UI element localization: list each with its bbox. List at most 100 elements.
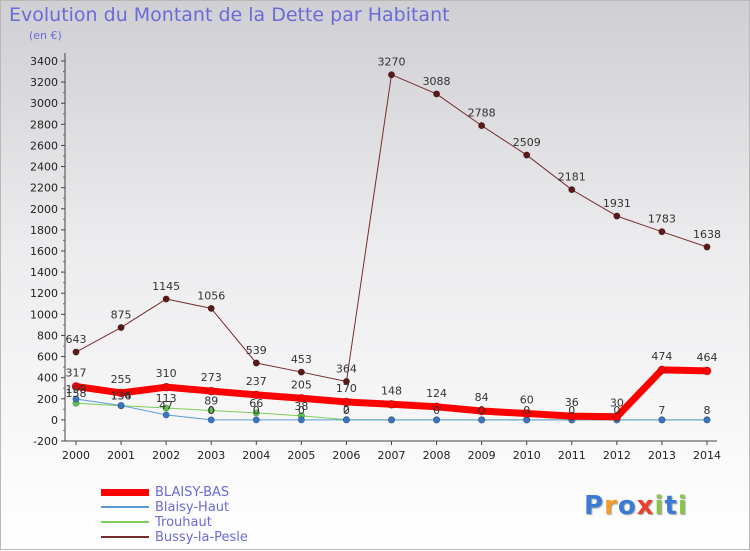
data-point	[478, 416, 486, 424]
chart-title: Evolution du Montant de la Dette par Hab…	[9, 4, 450, 26]
data-point	[703, 416, 711, 424]
data-point	[433, 416, 441, 424]
data-label: 136	[111, 390, 132, 403]
data-point	[477, 406, 486, 416]
x-tick-label: 2012	[603, 449, 631, 462]
x-tick-label: 2005	[287, 449, 315, 462]
y-tick-label: 2200	[30, 182, 58, 195]
data-label: 134	[111, 390, 132, 403]
data-label: 47	[159, 399, 173, 412]
data-label: 84	[475, 391, 489, 404]
data-label: 1931	[603, 197, 631, 210]
data-point	[657, 365, 667, 375]
y-tick-label: 400	[37, 372, 58, 385]
y-tick-label: 1000	[30, 308, 58, 321]
data-point	[658, 228, 666, 236]
data-label: 8	[704, 404, 711, 417]
data-label: 38	[294, 400, 308, 413]
data-label: 3270	[378, 56, 406, 69]
data-label: 364	[336, 362, 357, 375]
data-label: 7	[658, 404, 665, 417]
data-point	[252, 409, 260, 417]
data-point	[162, 295, 170, 303]
data-point	[162, 411, 170, 419]
data-label: 310	[156, 367, 177, 380]
data-label: 89	[204, 394, 218, 407]
x-tick-label: 2011	[558, 449, 586, 462]
data-label: 36	[565, 396, 579, 409]
data-label: 170	[336, 382, 357, 395]
data-point	[612, 412, 622, 422]
data-point	[252, 416, 260, 424]
data-point	[72, 395, 80, 403]
data-point	[71, 382, 81, 391]
data-label: 1783	[648, 213, 676, 226]
legend-swatch	[101, 521, 149, 523]
data-point	[478, 122, 486, 130]
data-label: 0	[478, 404, 485, 417]
data-point	[387, 71, 395, 79]
data-point	[252, 359, 260, 367]
x-tick-label: 2006	[332, 449, 360, 462]
y-tick-label: 2800	[30, 118, 58, 131]
x-tick-label: 2003	[197, 449, 225, 462]
y-tick-label: 1400	[30, 266, 58, 279]
data-label: 474	[651, 350, 672, 363]
data-point	[342, 397, 351, 407]
data-label: 317	[66, 366, 87, 379]
data-point	[567, 411, 577, 421]
data-point	[207, 416, 215, 424]
x-tick-label: 2004	[242, 449, 270, 462]
data-point	[433, 90, 441, 98]
y-tick-label: 3200	[30, 76, 58, 89]
data-point	[702, 366, 712, 376]
data-label: 237	[246, 375, 267, 388]
x-tick-label: 2009	[468, 449, 496, 462]
data-label: 273	[201, 371, 222, 384]
data-label: 875	[111, 309, 132, 322]
data-label: 113	[156, 392, 177, 405]
data-point	[522, 409, 532, 418]
data-label: 0	[433, 404, 440, 417]
data-label: 2788	[468, 107, 496, 120]
data-point	[117, 402, 125, 410]
data-label: 539	[246, 344, 267, 357]
y-tick-label: 2600	[30, 139, 58, 152]
legend-label: Blaisy-Haut	[155, 500, 230, 515]
data-label: 124	[426, 387, 447, 400]
data-point	[207, 304, 215, 312]
data-point	[658, 416, 666, 424]
data-point	[387, 416, 395, 424]
data-label: 66	[249, 397, 263, 410]
data-point	[432, 402, 441, 412]
data-point	[116, 388, 126, 398]
y-tick-label: 0	[51, 414, 58, 427]
data-label: 0	[298, 404, 305, 417]
legend-swatch	[101, 506, 149, 508]
data-label: 0	[253, 404, 260, 417]
legend-label: BLAISY-BAS	[155, 485, 230, 500]
data-point	[162, 404, 170, 412]
legend-label: Trouhaut	[155, 515, 212, 530]
data-label: 0	[208, 404, 215, 417]
data-label: 198	[66, 383, 87, 396]
data-label: 0	[523, 404, 530, 417]
legend-label: Bussy-la-Pesle	[155, 530, 248, 545]
data-label: 0	[343, 404, 350, 417]
data-point	[342, 416, 350, 424]
data-label: 1056	[197, 289, 225, 302]
data-label: 0	[613, 404, 620, 417]
y-tick-label: 200	[37, 393, 58, 406]
x-tick-label: 2002	[152, 449, 180, 462]
data-point	[251, 390, 261, 400]
x-tick-label: 2010	[513, 449, 541, 462]
data-label: 464	[697, 351, 718, 364]
data-point	[568, 186, 576, 194]
data-label: 2509	[513, 136, 541, 149]
y-tick-label: 1600	[30, 245, 58, 258]
data-label: 3088	[423, 75, 451, 88]
x-tick-label: 2008	[423, 449, 451, 462]
data-label: 148	[381, 384, 402, 397]
proxiti-logo: Proxiti	[584, 491, 688, 521]
